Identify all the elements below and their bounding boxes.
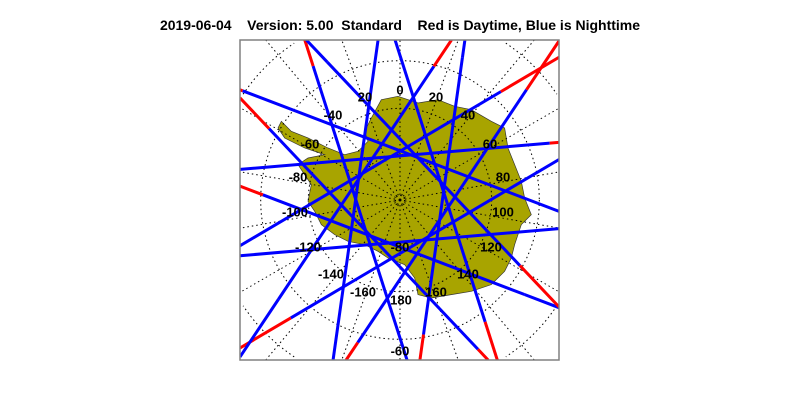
- latitude-circle: [505, 305, 558, 358]
- latitude-circle: [307, 107, 493, 293]
- track-segment: [523, 293, 559, 310]
- longitude-label: 40: [461, 107, 475, 122]
- longitude-label: -140: [318, 266, 344, 281]
- longitude-label: -40: [324, 107, 343, 122]
- night-track-segment: [240, 227, 559, 258]
- meridian-line: [401, 204, 459, 360]
- map-frame: [239, 39, 560, 361]
- night-track-segment: [356, 88, 528, 344]
- meridian-line: [341, 204, 399, 360]
- longitude-label: 0: [396, 82, 403, 97]
- latitude-circle: [242, 42, 295, 95]
- version-label: Version: 5.00: [247, 17, 334, 33]
- longitude-label: -160: [350, 284, 376, 299]
- night-track-segment: [242, 89, 559, 213]
- product-label: Standard: [341, 17, 402, 33]
- meridian-line: [240, 107, 396, 198]
- meridian-line: [401, 40, 459, 196]
- date-label: 2019-06-04: [159, 17, 232, 33]
- satellite-tracks: [240, 40, 559, 360]
- longitude-label: 120: [480, 239, 502, 254]
- day-track-segment: [344, 341, 360, 360]
- day-track-segment: [418, 334, 425, 360]
- latitude-circle: [505, 42, 558, 95]
- track-segment: [305, 40, 329, 64]
- latitude-label: -60: [391, 343, 410, 358]
- longitude-label: 160: [425, 284, 447, 299]
- track-segment: [240, 298, 280, 358]
- night-track-segment: [262, 193, 526, 296]
- night-track-segment: [422, 57, 464, 335]
- longitude-label: -80: [289, 169, 308, 184]
- latitude-circle: [395, 195, 405, 205]
- legend-label: Red is Daytime, Blue is Nighttime: [417, 17, 641, 33]
- meridian-line: [404, 107, 559, 198]
- meridian-line: [240, 200, 396, 229]
- longitude-label: -60: [301, 136, 320, 151]
- meridian-line: [341, 40, 399, 196]
- night-track-segment: [240, 141, 550, 171]
- longitude-label: 20: [358, 89, 372, 104]
- south-pole-marker: [398, 198, 402, 202]
- track-segment: [476, 348, 490, 360]
- longitude-label: 100: [492, 204, 514, 219]
- day-track-segment: [303, 40, 315, 67]
- meridian-line: [240, 171, 396, 200]
- night-track-segment: [331, 40, 380, 360]
- longitude-label: 60: [483, 136, 497, 151]
- day-track-segment: [240, 184, 264, 197]
- night-track-segment: [326, 61, 521, 267]
- longitude-label: 80: [496, 169, 510, 184]
- longitude-label: -100: [282, 204, 308, 219]
- track-segment: [460, 40, 467, 58]
- night-track-segment: [277, 65, 436, 301]
- graticule: [240, 40, 559, 360]
- longitude-label: 140: [457, 266, 479, 281]
- longitude-label: 20: [429, 89, 443, 104]
- latitude-label: -80: [391, 239, 410, 254]
- day-track-segment: [432, 40, 453, 68]
- night-track-segment: [311, 65, 409, 360]
- meridian-line: [240, 202, 396, 293]
- day-track-segment: [483, 321, 499, 360]
- meridian-line: [404, 202, 559, 293]
- day-track-segment: [518, 264, 559, 308]
- day-track-segment: [549, 140, 559, 145]
- day-track-segment: [500, 56, 559, 93]
- night-track-segment: [240, 90, 502, 248]
- longitude-label: 180: [390, 292, 412, 307]
- night-track-segment: [393, 40, 487, 323]
- longitude-label: -120: [295, 239, 321, 254]
- map-title: 2019-06-04 Version: 5.00 Standard Red is…: [0, 17, 800, 33]
- day-track-segment: [240, 96, 271, 130]
- latitude-circle: [260, 60, 540, 340]
